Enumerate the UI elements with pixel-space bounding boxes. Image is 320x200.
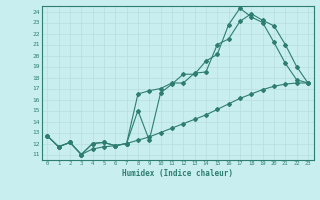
X-axis label: Humidex (Indice chaleur): Humidex (Indice chaleur) <box>122 169 233 178</box>
